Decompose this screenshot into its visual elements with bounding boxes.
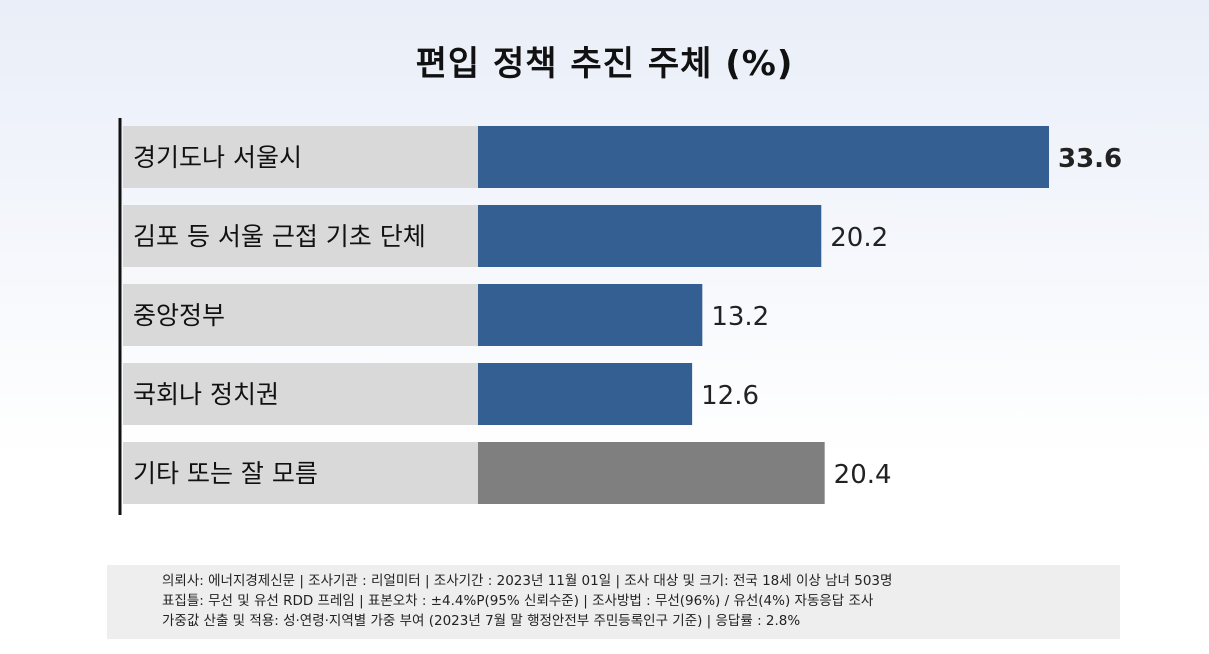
value-label: 33.6 — [1058, 144, 1122, 174]
survey-footnote: 의뢰사: 에너지경제신문 | 조사기관 : 리얼미터 | 조사기간 : 2023… — [107, 565, 1120, 639]
footnote-line-1: 의뢰사: 에너지경제신문 | 조사기관 : 리얼미터 | 조사기간 : 2023… — [162, 573, 893, 589]
value-label: 13.2 — [711, 302, 769, 332]
bar — [478, 442, 825, 504]
footnote-line-3: 가중값 산출 및 적용: 성·연령·지역별 가중 부여 (2023년 7월 말 … — [162, 613, 801, 629]
category-label-bg — [123, 284, 478, 346]
footnote-line-2: 표집틀: 무선 및 유선 RDD 프레임 | 표본오차 : ±4.4%P(95%… — [162, 593, 874, 609]
value-label: 20.2 — [830, 223, 888, 253]
value-label: 12.6 — [701, 381, 759, 411]
bar — [478, 126, 1049, 188]
category-label: 김포 등 서울 근접 기초 단체 — [133, 222, 426, 251]
category-label-bg — [123, 363, 478, 425]
category-label: 기타 또는 잘 모름 — [133, 459, 318, 488]
category-label-bg — [123, 126, 478, 188]
bar — [478, 205, 822, 267]
category-label: 경기도나 서울시 — [133, 143, 302, 172]
value-label: 20.4 — [834, 460, 892, 490]
bar — [478, 363, 693, 425]
category-label-bg — [123, 205, 478, 267]
category-label: 중앙정부 — [133, 301, 225, 330]
category-label-bg — [123, 442, 478, 504]
bar — [478, 284, 703, 346]
bar-chart: 경기도나 서울시 33.6 김포 등 서울 근접 기초 단체 20.2 중앙정부 13.2… — [118, 118, 1122, 515]
chart-title: 편입 정책 추진 주체 (%) — [415, 44, 794, 84]
category-label: 국회나 정치권 — [133, 380, 279, 409]
